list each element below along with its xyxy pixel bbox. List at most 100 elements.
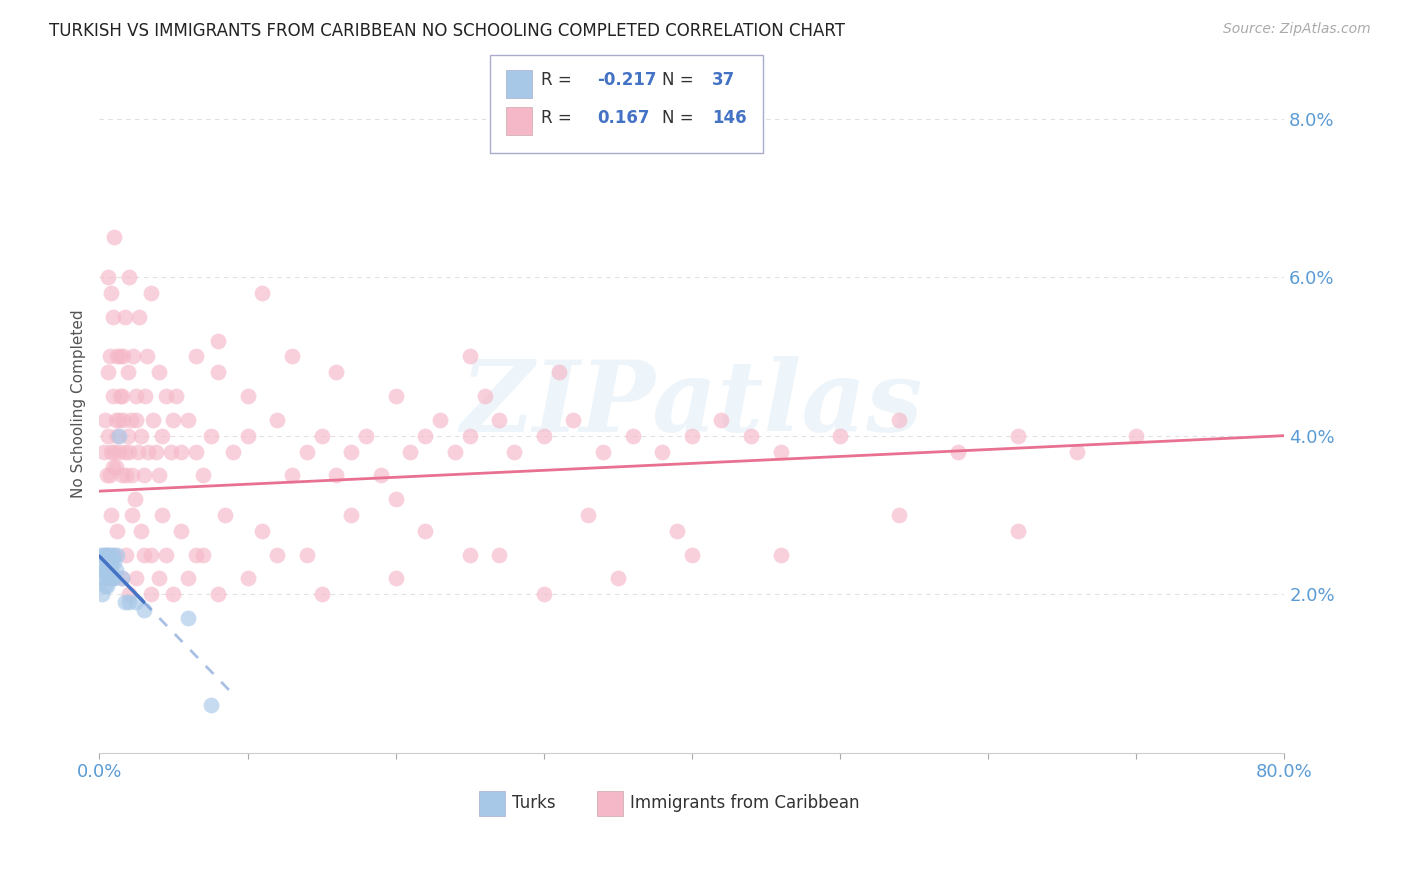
Point: [141, 548, 163, 562]
FancyBboxPatch shape: [598, 791, 623, 815]
Point: [142, 413, 165, 427]
Point: [207, 334, 229, 348]
Point: [266, 548, 288, 562]
Text: N =: N =: [662, 70, 699, 88]
Point: [125, 595, 148, 609]
Point: [100, 508, 122, 522]
Point: [114, 444, 136, 458]
Point: [94, 548, 117, 562]
Point: [340, 508, 363, 522]
Point: [547, 365, 569, 379]
Point: [191, 548, 214, 562]
Point: [135, 350, 157, 364]
Point: [101, 548, 124, 562]
Point: [281, 468, 304, 483]
Point: [93, 563, 115, 577]
Point: [769, 548, 792, 562]
Point: [97, 556, 120, 570]
Point: [111, 468, 134, 483]
Point: [134, 389, 156, 403]
Point: [96, 556, 118, 570]
Point: [120, 413, 142, 427]
Point: [107, 444, 129, 458]
Point: [96, 548, 118, 562]
Point: [100, 444, 122, 458]
Point: [111, 389, 134, 403]
Point: [118, 587, 141, 601]
Point: [281, 350, 304, 364]
Point: [325, 365, 347, 379]
Point: [132, 468, 155, 483]
Point: [97, 270, 120, 285]
Text: Immigrants from Caribbean: Immigrants from Caribbean: [630, 794, 859, 812]
Point: [740, 428, 762, 442]
Point: [413, 524, 436, 538]
Point: [94, 579, 117, 593]
Point: [562, 413, 585, 427]
Point: [91, 556, 114, 570]
FancyBboxPatch shape: [506, 70, 531, 98]
Point: [98, 350, 121, 364]
Point: [107, 428, 129, 442]
Point: [105, 548, 128, 562]
Point: [118, 595, 141, 609]
FancyBboxPatch shape: [506, 107, 531, 136]
Point: [177, 611, 200, 625]
Point: [91, 587, 114, 601]
Point: [214, 508, 236, 522]
Point: [100, 556, 122, 570]
Point: [311, 428, 333, 442]
Point: [98, 571, 121, 585]
Point: [108, 350, 131, 364]
Point: [458, 350, 481, 364]
Point: [118, 444, 141, 458]
Point: [948, 444, 970, 458]
Point: [129, 524, 152, 538]
Point: [127, 444, 149, 458]
Point: [488, 548, 510, 562]
Point: [266, 413, 288, 427]
Point: [889, 413, 911, 427]
Text: R =: R =: [541, 109, 578, 127]
Text: 0.167: 0.167: [598, 109, 650, 127]
Point: [115, 468, 138, 483]
Point: [97, 571, 120, 585]
Point: [94, 413, 117, 427]
Point: [1125, 428, 1147, 442]
Text: TURKISH VS IMMIGRANTS FROM CARIBBEAN NO SCHOOLING COMPLETED CORRELATION CHART: TURKISH VS IMMIGRANTS FROM CARIBBEAN NO …: [49, 22, 845, 40]
Point: [132, 548, 155, 562]
Point: [458, 548, 481, 562]
Point: [103, 571, 125, 585]
Point: [165, 389, 187, 403]
Point: [104, 460, 127, 475]
Point: [474, 389, 496, 403]
Point: [413, 428, 436, 442]
Point: [103, 444, 125, 458]
Point: [191, 468, 214, 483]
Point: [488, 413, 510, 427]
Point: [148, 571, 170, 585]
Point: [184, 444, 207, 458]
Point: [148, 468, 170, 483]
Point: [399, 444, 422, 458]
Point: [118, 270, 141, 285]
Point: [1007, 428, 1029, 442]
Point: [111, 571, 134, 585]
Point: [592, 444, 614, 458]
Point: [681, 548, 703, 562]
Point: [93, 548, 115, 562]
Point: [236, 389, 259, 403]
Point: [145, 444, 167, 458]
Point: [98, 548, 121, 562]
Point: [105, 524, 128, 538]
Point: [162, 413, 184, 427]
Point: [384, 491, 406, 506]
Point: [710, 413, 733, 427]
Point: [370, 468, 392, 483]
Point: [108, 389, 131, 403]
Point: [503, 444, 526, 458]
Point: [97, 428, 120, 442]
Point: [112, 413, 135, 427]
Point: [159, 444, 181, 458]
Point: [125, 571, 148, 585]
